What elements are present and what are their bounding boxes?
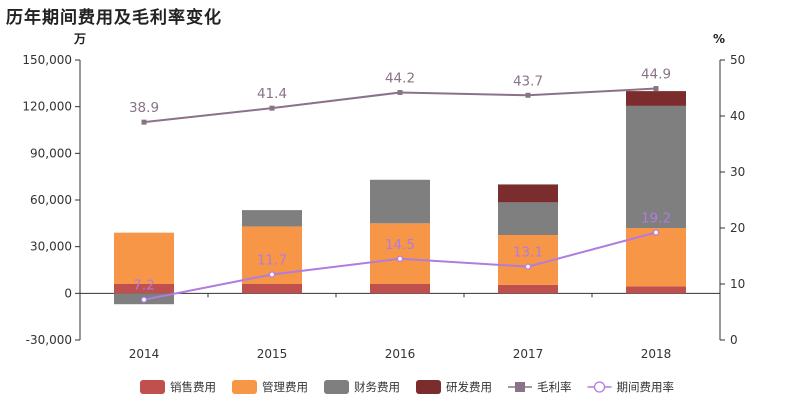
legend: 销售费用 管理费用 财务费用 研发费用 毛利率 期间费用率 [140,380,674,394]
bar-segment [626,105,686,228]
y-right-tick-label: 20 [730,221,745,235]
data-label: 11.7 [257,252,287,268]
legend-label: 期间费用率 [617,380,675,394]
data-label: 41.4 [257,86,287,102]
y-left-tick-label: 90,000 [30,146,72,160]
bar-segment [370,284,430,294]
y-left-tick-label: 150,000 [22,53,72,67]
axes: -30,000 0 30,000 60,000 90,000 120,000 150,000… [22,32,745,361]
data-label: 44.9 [641,67,671,83]
bar-segment [626,91,686,106]
line-point [141,119,147,125]
y-right-unit: % [713,32,725,46]
data-label: 44.2 [385,70,415,86]
bar-segment [498,184,558,203]
line-point [653,86,659,92]
legend-label: 财务费用 [354,380,400,394]
legend-label: 管理费用 [262,380,308,394]
line-point [397,89,403,95]
x-tick-label: 2018 [641,347,672,361]
lines [140,86,660,303]
line-point [524,263,532,270]
line-point [268,271,276,278]
bar-segment [242,210,302,227]
bar-segment [114,232,174,284]
line-point [652,229,660,236]
data-label: 14.5 [385,237,415,253]
legend-swatch [232,380,257,394]
line-point [140,296,148,303]
bar-segment [498,284,558,294]
y-right-tick-label: 0 [730,333,738,347]
y-left-unit: 万 [73,32,86,46]
x-tick-label: 2016 [385,347,416,361]
line-point [525,92,531,98]
bar-segment [498,202,558,235]
x-tick-label: 2015 [257,347,288,361]
x-tick-label: 2017 [513,347,544,361]
legend-label: 研发费用 [446,380,492,394]
bar-segment [626,228,686,287]
y-left-tick-label: 30,000 [30,240,72,254]
y-right-tick-label: 40 [730,109,745,123]
y-left-tick-label: 120,000 [22,100,72,114]
line-point [269,105,275,111]
legend-swatch [140,380,165,394]
legend-marker [593,381,606,393]
line-point [396,255,404,262]
legend-label: 销售费用 [170,380,216,394]
y-left-tick-label: -30,000 [26,333,72,347]
bars [114,91,686,305]
chart-title: 历年期间费用及毛利率变化 [6,8,222,28]
bar-segment [498,235,558,285]
bar-segment [114,284,174,294]
bar-segment [626,286,686,294]
data-label: 43.7 [513,73,543,89]
bar-segment [370,179,430,224]
data-label: 7.2 [133,278,154,294]
bar-segment [242,284,302,294]
data-label: 38.9 [129,100,159,116]
y-left-tick-label: 60,000 [30,193,72,207]
bar-segment [370,223,430,284]
y-right-tick-label: 10 [730,277,745,291]
data-labels: 38.9 41.4 44.2 43.7 44.9 7.2 11.7 14.5 13.1 19.2 [129,67,671,294]
legend-marker [515,382,525,392]
data-label: 19.2 [641,210,671,226]
data-label: 13.1 [513,245,543,261]
y-left-tick-label: 0 [64,286,72,300]
y-right-tick-label: 50 [730,53,745,67]
legend-label: 毛利率 [537,380,572,394]
y-right-tick-label: 30 [730,165,745,179]
x-tick-label: 2014 [129,347,160,361]
legend-swatch [416,380,441,394]
legend-swatch [324,380,349,394]
